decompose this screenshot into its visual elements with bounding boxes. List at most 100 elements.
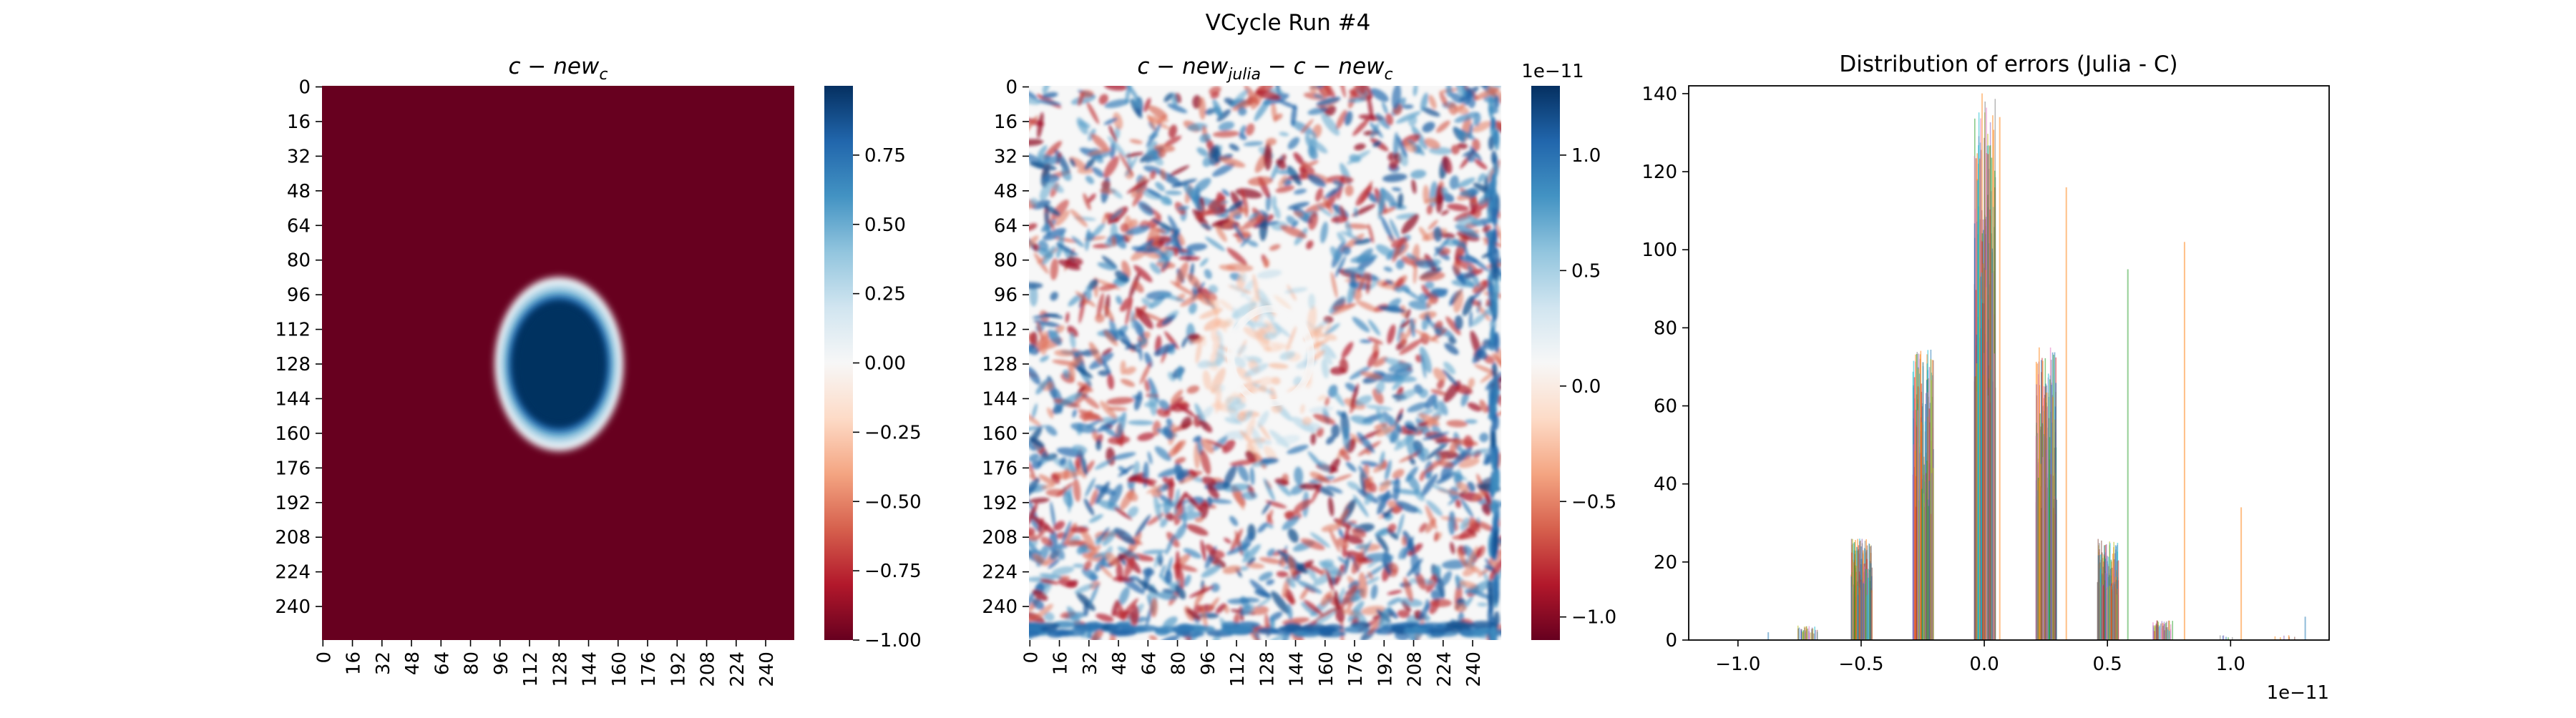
histogram-bar: [2168, 620, 2170, 640]
panel-2-noise-blob: [1043, 174, 1060, 183]
panel-1-colorbar-tick-label: −1.00: [864, 630, 922, 651]
panel-2-noise-blob: [1101, 424, 1118, 438]
panel-2-noise-blob: [1156, 591, 1178, 601]
panel-2-noise-blob: [1488, 558, 1501, 581]
panel-2-noise-blob: [1307, 305, 1317, 333]
panel-2-noise-blob: [1186, 503, 1195, 513]
histogram-bar: [1915, 506, 1917, 640]
panel-2-noise-blob: [1300, 538, 1325, 551]
panel-2-noise-blob: [1382, 507, 1394, 519]
panel-2-noise-blob: [1335, 109, 1347, 130]
panel-2-edge-blob: [1488, 282, 1494, 304]
panel-2-y-tick-label: 176: [982, 458, 1018, 479]
panel-2-colorbar-tick-label: 0.5: [1571, 260, 1601, 282]
panel-2-noise-blob: [1353, 207, 1358, 217]
histogram-bar: [2103, 561, 2104, 640]
panel-2-noise-blob: [1401, 536, 1407, 546]
histogram-bar: [1976, 363, 1978, 640]
panel-2-noise-blob: [1355, 86, 1366, 94]
panel-2-noise-blob: [1391, 187, 1402, 192]
panel-2-noise-blob: [1345, 185, 1354, 197]
panel-2-noise-blob: [1055, 546, 1065, 560]
panel-2-noise-blob: [1274, 206, 1281, 220]
panel-2-noise-blob: [1219, 299, 1234, 312]
panel-2-noise-blob: [1029, 366, 1040, 385]
panel-2-noise-blob: [1367, 319, 1381, 336]
panel-2-x-tick-label: 192: [1375, 651, 1396, 687]
panel-2-noise-blob: [1444, 343, 1459, 355]
panel-2-noise-blob: [1055, 482, 1073, 497]
panel-2-noise-blob: [1170, 389, 1184, 403]
panel-2-noise-blob: [1088, 544, 1101, 558]
panel-2-noise-blob: [1054, 349, 1074, 357]
panel-2-noise-blob: [1163, 92, 1174, 102]
panel-2-noise-blob: [1472, 345, 1486, 364]
panel-2-noise-blob: [1030, 427, 1043, 443]
histogram-x-tick-label: −1.0: [1715, 654, 1760, 675]
panel-1-y-tick-label: 64: [287, 215, 311, 237]
panel-2-noise-blob: [1324, 396, 1330, 407]
panel-2-noise-blob: [1274, 478, 1289, 486]
panel-2-noise-blob: [1278, 175, 1287, 187]
panel-2-noise-blob: [1048, 219, 1055, 230]
panel-2-noise-blob: [1317, 205, 1332, 217]
panel-2-noise-blob: [1091, 134, 1109, 152]
panel-2-noise-blob: [1085, 477, 1096, 497]
panel-2-noise-blob: [1088, 148, 1112, 156]
panel-2-noise-blob: [1472, 121, 1492, 133]
histogram-bar: [2110, 586, 2112, 640]
panel-2-noise-blob: [1312, 570, 1338, 586]
histogram-bar: [2161, 628, 2162, 640]
panel-2-edge-blob: [1470, 628, 1492, 636]
histogram-bar: [2114, 576, 2117, 640]
panel-2-noise-blob: [1108, 124, 1117, 143]
panel-2-noise-blob: [1332, 303, 1357, 310]
panel-2-noise-blob: [1309, 86, 1318, 93]
panel-2-noise-blob: [1356, 300, 1379, 313]
panel-2-noise-blob: [1053, 521, 1065, 531]
panel-2-noise-blob: [1105, 552, 1118, 566]
histogram-bar: [1850, 576, 1853, 640]
histogram-bar: [2107, 556, 2109, 640]
panel-2-noise-blob: [1234, 356, 1246, 368]
panel-2-noise-blob: [1330, 366, 1345, 375]
histogram-bar: [2046, 449, 2047, 640]
panel-2-noise-blob: [1387, 152, 1395, 161]
panel-2-noise-blob: [1481, 503, 1491, 516]
panel-1-x-tick-label: 224: [727, 651, 748, 687]
panel-2-noise-blob: [1375, 528, 1389, 536]
panel-2-noise-blob: [1365, 553, 1394, 562]
panel-2-x-tick-label: 64: [1138, 651, 1160, 675]
panel-2-y-tick-label: 16: [994, 112, 1018, 133]
panel-2-noise-blob: [1466, 481, 1475, 492]
panel-2-edge-blob: [1493, 247, 1500, 267]
panel-2-noise-blob: [1228, 200, 1244, 212]
panel-2-noise-blob: [1392, 488, 1421, 496]
panel-2-noise-blob: [1425, 518, 1436, 533]
panel-1-y-tick-label: 224: [275, 562, 311, 584]
panel-2-noise-blob: [1126, 179, 1151, 194]
panel-2-noise-blob: [1086, 102, 1100, 124]
panel-2-noise-blob: [1208, 285, 1219, 294]
panel-2-noise-blob: [1337, 232, 1347, 245]
panel-2-noise-blob: [1219, 157, 1246, 168]
panel-2-noise-blob: [1055, 210, 1070, 227]
panel-2-noise-blob: [1072, 409, 1077, 418]
panel-2-y-tick-label: 48: [994, 181, 1018, 202]
panel-2-edge-blob: [1493, 530, 1499, 556]
panel-2-colorbar-tick-label: −0.5: [1571, 491, 1616, 513]
panel-2-noise-blob: [1088, 193, 1096, 203]
histogram-bar: [1802, 631, 1804, 640]
panel-2-noise-blob: [1258, 571, 1273, 581]
panel-2-noise-blob: [1372, 140, 1382, 147]
panel-2-noise-blob: [1116, 561, 1123, 583]
panel-2-edge-blob: [1445, 621, 1472, 629]
panel-2-noise-blob: [1161, 314, 1176, 325]
panel-2-noise-blob: [1038, 474, 1055, 486]
panel-2-noise-blob: [1193, 177, 1211, 193]
panel-2-noise-blob: [1120, 488, 1135, 511]
panel-2-noise-blob: [1236, 412, 1246, 422]
histogram-bar: [1816, 629, 1818, 640]
panel-2-noise-blob: [1297, 580, 1322, 594]
panel-1-colorbar-tick-label: 0.25: [864, 284, 906, 305]
